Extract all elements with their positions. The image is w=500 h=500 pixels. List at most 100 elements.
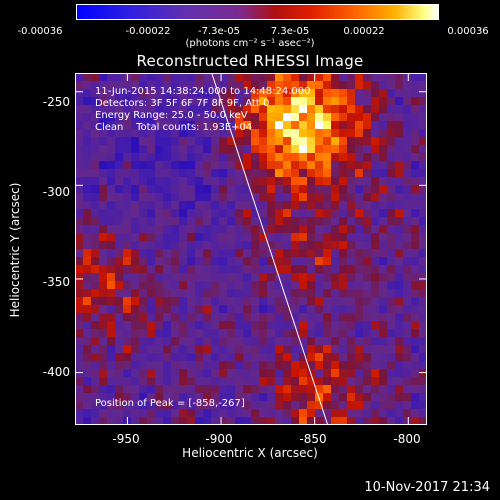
heatmap-cell <box>147 241 156 250</box>
heatmap-cell <box>131 329 140 338</box>
heatmap-cell <box>259 377 268 386</box>
heatmap-cell <box>171 393 180 402</box>
heatmap-cell <box>339 297 348 306</box>
heatmap-cell <box>403 217 412 226</box>
heatmap-cell <box>147 105 156 114</box>
heatmap-cell <box>291 273 300 282</box>
heatmap-cell <box>187 281 196 290</box>
heatmap-cell <box>323 329 332 338</box>
heatmap-cell <box>331 81 340 90</box>
heatmap-cell <box>227 345 236 354</box>
heatmap-cell <box>363 305 372 314</box>
heatmap-cell <box>307 201 316 210</box>
heatmap-cell <box>75 265 84 274</box>
heatmap-cell <box>339 81 348 90</box>
heatmap-cell <box>363 361 372 370</box>
heatmap-cell <box>291 353 300 362</box>
heatmap-cell <box>155 105 164 114</box>
heatmap-cell <box>187 305 196 314</box>
heatmap-cell <box>419 145 427 154</box>
heatmap-cell <box>147 97 156 106</box>
heatmap-cell <box>283 193 292 202</box>
heatmap-cell <box>251 105 260 114</box>
heatmap-cell <box>307 185 316 194</box>
heatmap-cell <box>235 329 244 338</box>
heatmap-cell <box>395 97 404 106</box>
heatmap-cell <box>155 369 164 378</box>
heatmap-cell <box>107 97 116 106</box>
heatmap-cell <box>163 281 172 290</box>
heatmap-cell <box>307 241 316 250</box>
heatmap-cell <box>307 409 316 418</box>
heatmap-cell <box>155 161 164 170</box>
heatmap-cell <box>267 161 276 170</box>
heatmap-cell <box>171 281 180 290</box>
heatmap-cell <box>387 201 396 210</box>
heatmap-cell <box>131 153 140 162</box>
heatmap-cell <box>403 385 412 394</box>
heatmap-cell <box>243 345 252 354</box>
heatmap-cell <box>123 201 132 210</box>
heatmap-cell <box>403 193 412 202</box>
heatmap-cell <box>195 265 204 274</box>
heatmap-cell <box>251 297 260 306</box>
heatmap-cell <box>227 161 236 170</box>
heatmap-cell <box>315 257 324 266</box>
heatmap-cell <box>251 393 260 402</box>
heatmap-cell <box>195 177 204 186</box>
heatmap-cell <box>307 89 316 98</box>
heatmap-cell <box>283 305 292 314</box>
heatmap-cell <box>227 137 236 146</box>
heatmap-cell <box>323 185 332 194</box>
heatmap-cell <box>347 313 356 322</box>
heatmap-cell <box>291 145 300 154</box>
heatmap-cell <box>323 233 332 242</box>
heatmap-cell <box>123 401 132 410</box>
heatmap-cell <box>163 385 172 394</box>
heatmap-cell <box>411 233 420 242</box>
heatmap-cell <box>411 329 420 338</box>
heatmap-cell <box>131 385 140 394</box>
heatmap-cell <box>355 217 364 226</box>
heatmap-cell <box>91 321 100 330</box>
heatmap-cell <box>419 81 427 90</box>
heatmap-cell <box>363 265 372 274</box>
heatmap-cell <box>363 105 372 114</box>
heatmap-cell <box>395 417 404 425</box>
heatmap-cell <box>291 201 300 210</box>
heatmap-cell <box>219 113 228 122</box>
heatmap-cell <box>339 401 348 410</box>
heatmap-cell <box>123 257 132 266</box>
heatmap-cell <box>195 273 204 282</box>
heatmap-cell <box>179 201 188 210</box>
heatmap-cell <box>147 369 156 378</box>
heatmap-cell <box>235 321 244 330</box>
heatmap-cell <box>155 417 164 425</box>
heatmap-cell <box>371 185 380 194</box>
heatmap-cell <box>219 289 228 298</box>
heatmap-cell <box>323 305 332 314</box>
heatmap-cell <box>83 273 92 282</box>
heatmap-cell <box>403 145 412 154</box>
heatmap-cell <box>331 129 340 138</box>
heatmap-cell <box>235 361 244 370</box>
heatmap-cell <box>259 241 268 250</box>
heatmap-cell <box>275 361 284 370</box>
heatmap-cell <box>147 305 156 314</box>
heatmap-cell <box>275 209 284 218</box>
heatmap-cell <box>219 129 228 138</box>
heatmap-cell <box>403 113 412 122</box>
heatmap-cell <box>363 121 372 130</box>
heatmap-cell <box>147 193 156 202</box>
heatmap-cell <box>155 137 164 146</box>
heatmap-cell <box>419 337 427 346</box>
heatmap-cell <box>195 249 204 258</box>
heatmap-cell <box>147 201 156 210</box>
heatmap-cell <box>75 185 84 194</box>
heatmap-cell <box>195 209 204 218</box>
heatmap-cell <box>227 177 236 186</box>
heatmap-cell <box>339 305 348 314</box>
heatmap-cell <box>131 105 140 114</box>
heatmap-cell <box>99 337 108 346</box>
heatmap-cell <box>131 217 140 226</box>
